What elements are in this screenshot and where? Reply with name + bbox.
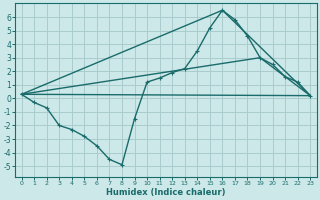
X-axis label: Humidex (Indice chaleur): Humidex (Indice chaleur) bbox=[106, 188, 226, 197]
